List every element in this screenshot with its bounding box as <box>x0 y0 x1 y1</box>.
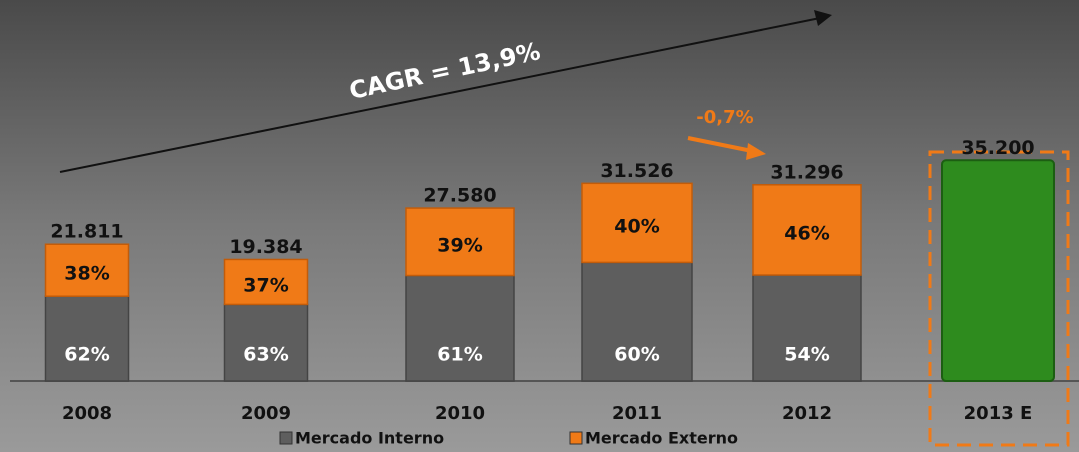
segment-label: 37% <box>243 274 288 296</box>
bar <box>942 160 1054 381</box>
segment-label: 60% <box>614 344 659 366</box>
total-label: 35.200 <box>961 137 1034 159</box>
segment-label: 63% <box>243 344 288 366</box>
total-label: 19.384 <box>229 236 302 258</box>
background <box>0 0 1079 452</box>
change-label: -0,7% <box>696 107 753 128</box>
x-tick-label: 2009 <box>241 403 291 424</box>
total-label: 31.526 <box>600 160 673 182</box>
legend-swatch <box>570 432 582 444</box>
total-label: 27.580 <box>423 185 496 207</box>
segment-label: 62% <box>64 344 109 366</box>
x-tick-label: 2012 <box>782 403 832 424</box>
total-label: 31.296 <box>770 161 843 183</box>
chart: CAGR = 13,9% -0,7% 62%38%21.811200863%37… <box>0 0 1079 452</box>
segment-label: 39% <box>437 234 482 256</box>
x-tick-label: 2008 <box>62 403 112 424</box>
legend-swatch <box>280 432 292 444</box>
total-label: 21.811 <box>50 221 123 243</box>
x-tick-label: 2011 <box>612 403 662 424</box>
segment-label: 38% <box>64 263 109 285</box>
x-tick-label: 2013 E <box>964 403 1033 424</box>
segment-label: 40% <box>614 215 659 237</box>
x-tick-label: 2010 <box>435 403 485 424</box>
legend-label: Mercado Interno <box>295 429 444 448</box>
segment-label: 54% <box>784 344 829 366</box>
segment-label: 61% <box>437 344 482 366</box>
legend-label: Mercado Externo <box>585 429 738 448</box>
segment-label: 46% <box>784 222 829 244</box>
bar-segment <box>46 296 129 381</box>
